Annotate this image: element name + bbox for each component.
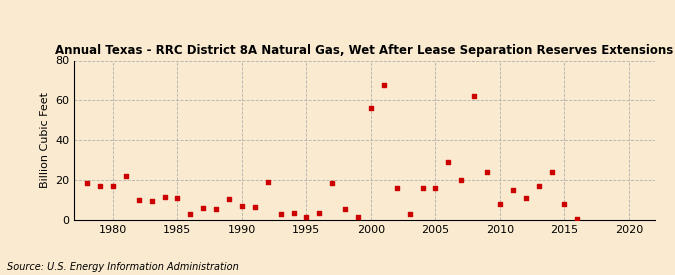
Point (559, 202, 570, 206)
Point (159, 195, 170, 199)
Point (508, 188, 518, 192)
Point (314, 211, 325, 215)
Point (482, 170, 493, 174)
Point (366, 106, 377, 111)
Point (392, 186, 402, 190)
Point (185, 212, 196, 216)
Point (520, 196, 531, 200)
Point (352, 215, 363, 219)
Point (468, 94, 479, 98)
Point (301, 215, 312, 219)
Point (250, 205, 261, 209)
Y-axis label: Billion Cubic Feet: Billion Cubic Feet (40, 92, 50, 188)
Point (288, 211, 299, 215)
Point (430, 186, 441, 190)
Point (404, 212, 415, 216)
Point (546, 170, 557, 174)
Point (211, 207, 221, 211)
Point (533, 184, 544, 188)
Point (120, 174, 131, 178)
Point (198, 206, 209, 210)
Point (107, 184, 118, 188)
Text: Source: U.S. Energy Information Administration: Source: U.S. Energy Information Administ… (7, 262, 238, 272)
Point (327, 181, 338, 185)
Point (236, 204, 247, 208)
Point (340, 207, 350, 211)
Point (172, 196, 183, 200)
Point (146, 199, 157, 203)
Point (263, 180, 273, 184)
Point (443, 160, 454, 164)
Point (82, 181, 92, 185)
Point (95, 184, 105, 188)
Point (379, 83, 389, 88)
Point (134, 198, 144, 202)
Point (223, 197, 234, 201)
Point (417, 186, 428, 190)
Title: Annual Texas - RRC District 8A Natural Gas, Wet After Lease Separation Reserves : Annual Texas - RRC District 8A Natural G… (55, 43, 674, 57)
Point (456, 178, 466, 182)
Point (275, 212, 286, 216)
Point (495, 202, 506, 206)
Point (572, 217, 583, 221)
